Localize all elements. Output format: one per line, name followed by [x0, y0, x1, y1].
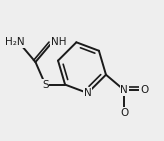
Text: NH: NH — [51, 37, 66, 47]
Text: N: N — [84, 88, 92, 98]
Text: N: N — [120, 85, 128, 95]
Text: O: O — [140, 85, 148, 95]
Text: O: O — [120, 108, 128, 118]
Text: H₂N: H₂N — [4, 37, 24, 47]
Text: S: S — [42, 80, 49, 90]
